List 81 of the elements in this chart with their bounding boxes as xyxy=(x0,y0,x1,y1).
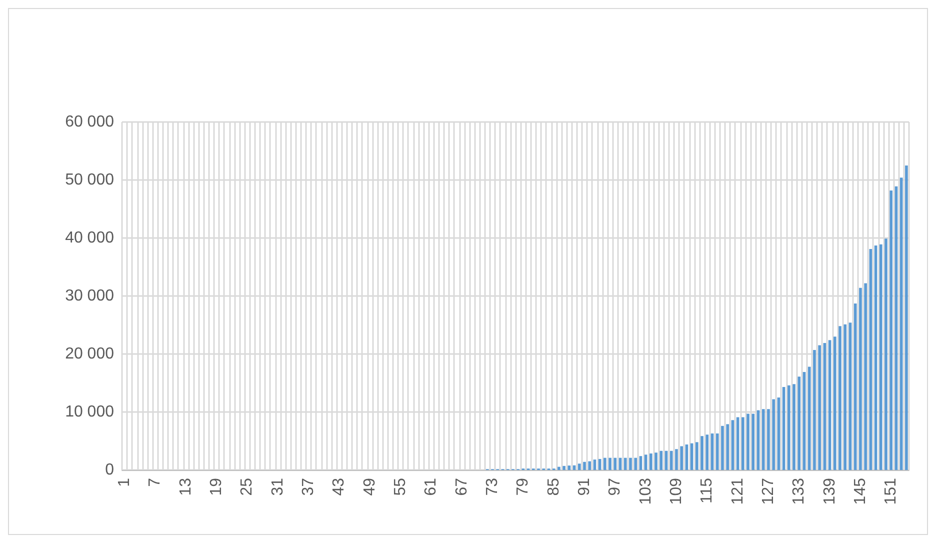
y-tick-label: 30 000 xyxy=(65,288,114,304)
bar xyxy=(859,288,862,470)
bar xyxy=(798,376,801,470)
bar xyxy=(890,190,893,470)
bar xyxy=(639,456,642,470)
bar xyxy=(788,385,790,470)
bar xyxy=(742,417,744,470)
bar xyxy=(675,449,678,470)
bar xyxy=(746,414,750,470)
bar xyxy=(680,446,683,470)
bar xyxy=(654,452,658,470)
bar xyxy=(568,466,571,470)
bar xyxy=(700,436,704,470)
x-tick-label: 19 xyxy=(208,478,226,496)
x-tick-label: 37 xyxy=(300,478,318,496)
bar xyxy=(844,324,847,470)
x-tick-label: 43 xyxy=(330,478,348,496)
bar xyxy=(614,458,617,470)
bar xyxy=(767,409,770,470)
y-tick-label: 50 000 xyxy=(65,172,114,188)
y-tick-label: 20 000 xyxy=(65,346,114,362)
bar xyxy=(762,409,765,470)
x-tick-label: 151 xyxy=(882,478,900,505)
x-tick-label: 145 xyxy=(852,478,869,505)
bar xyxy=(721,426,724,470)
bar xyxy=(726,424,729,470)
x-tick-label: 31 xyxy=(269,478,286,496)
x-tick-label: 103 xyxy=(637,478,654,505)
bar xyxy=(864,283,867,470)
bar xyxy=(558,466,560,470)
x-tick-label: 109 xyxy=(668,478,685,505)
bar xyxy=(813,350,816,470)
bar xyxy=(772,399,775,470)
bar xyxy=(808,366,811,470)
bar xyxy=(884,238,888,470)
x-tick-label: 73 xyxy=(484,478,502,496)
bar xyxy=(644,454,648,470)
x-tick-label: 133 xyxy=(790,478,808,505)
x-tick-label: 85 xyxy=(545,478,562,496)
bar xyxy=(833,336,836,470)
x-tick-label: 115 xyxy=(698,478,716,504)
bar xyxy=(650,453,652,470)
bar xyxy=(706,434,709,470)
bar xyxy=(752,414,755,470)
bar xyxy=(608,458,612,470)
y-tick-label: 40 000 xyxy=(65,230,114,246)
bar xyxy=(593,460,596,470)
bar xyxy=(634,458,637,470)
bar xyxy=(818,345,821,470)
bar xyxy=(879,244,882,470)
y-tick-label: 0 xyxy=(105,462,114,478)
x-tick-label: 139 xyxy=(821,478,838,505)
bar xyxy=(604,458,606,470)
bar xyxy=(588,461,592,470)
y-tick-label: 60 000 xyxy=(65,114,114,130)
y-tick-label: 10 000 xyxy=(65,404,114,420)
x-tick-label: 7 xyxy=(146,478,164,487)
bar xyxy=(624,458,627,470)
bar xyxy=(905,166,908,470)
x-tick-label: 121 xyxy=(729,478,746,505)
x-tick-label: 49 xyxy=(361,478,378,496)
bar xyxy=(838,326,842,470)
bar xyxy=(578,464,581,470)
bar xyxy=(792,384,796,470)
x-tick-label: 91 xyxy=(576,478,593,496)
x-tick-label: 79 xyxy=(514,478,532,496)
bar xyxy=(670,450,673,470)
x-tick-label: 97 xyxy=(606,478,624,496)
bar xyxy=(562,466,566,470)
bar xyxy=(629,458,632,470)
bar xyxy=(660,450,663,470)
x-tick-label: 61 xyxy=(422,478,440,496)
x-tick-label: 67 xyxy=(453,478,470,496)
x-tick-label: 1 xyxy=(116,478,134,487)
x-tick-label: 55 xyxy=(392,478,410,496)
bar xyxy=(716,433,719,470)
x-tick-label: 127 xyxy=(760,478,777,505)
bar xyxy=(696,442,698,470)
bar xyxy=(583,462,586,470)
x-tick-label: 13 xyxy=(177,478,194,496)
x-tick-label: 25 xyxy=(238,478,256,496)
